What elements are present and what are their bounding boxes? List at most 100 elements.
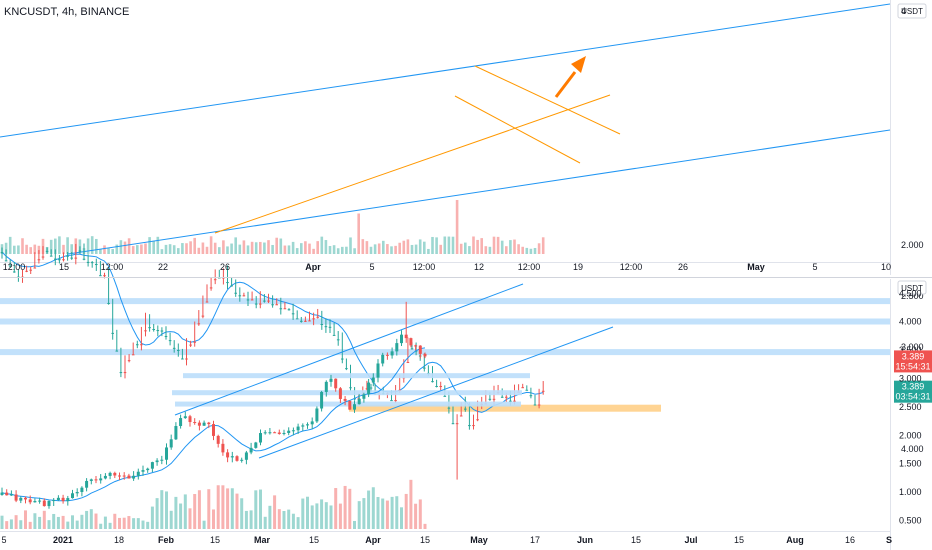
candle-body: [533, 404, 537, 406]
volume-bar: [42, 510, 46, 529]
volume-bar: [33, 513, 37, 529]
volume-bar: [382, 240, 385, 254]
volume-bar: [230, 488, 234, 529]
top-price-pane[interactable]: KNCUSDT, 4h, BINANCE USDT 4 2.0002.5003.…: [0, 0, 932, 480]
candle-body: [447, 407, 451, 409]
candle-body: [13, 271, 16, 273]
candle-body: [414, 345, 418, 347]
volume-bar: [300, 243, 303, 254]
candle-body: [207, 422, 211, 425]
candle-body: [410, 348, 414, 350]
volume-bar: [316, 241, 319, 254]
candle-body: [259, 433, 262, 443]
top-price-tick-cut: 4: [901, 6, 906, 16]
candle-body: [329, 378, 333, 382]
candle-body: [212, 424, 215, 436]
candle-body: [500, 396, 504, 398]
bottom-time-tick: 17: [530, 535, 540, 545]
volume-bar: [131, 246, 135, 254]
volume-bar: [146, 521, 150, 529]
volume-bar: [0, 515, 4, 529]
candle-body: [287, 430, 291, 433]
volume-bar: [183, 494, 187, 529]
volume-bar: [488, 246, 492, 254]
candle-body: [371, 377, 375, 383]
flag-lower-line: [454, 95, 581, 164]
candle-body: [160, 459, 164, 461]
candle-body: [324, 326, 328, 328]
bottom-price-pane[interactable]: USDT 0.5001.0001.5002.0002.5003.0003.500…: [0, 279, 932, 550]
candle-body: [320, 391, 324, 409]
volume-bar: [66, 237, 69, 254]
volume-bar: [29, 247, 32, 254]
candle-body: [99, 478, 103, 481]
top-currency-badge[interactable]: [897, 3, 927, 19]
top-time-tick: 5: [369, 262, 374, 272]
support-zone: [0, 318, 890, 325]
volume-bar: [304, 241, 307, 254]
candle-body: [312, 318, 315, 320]
volume-bar: [234, 237, 237, 254]
volume-bar: [197, 247, 201, 254]
volume-bar: [115, 244, 119, 254]
candle-body: [49, 255, 53, 257]
flag-upper-line: [474, 65, 621, 135]
volume-bar: [242, 240, 246, 254]
candle-body: [24, 497, 27, 500]
volume-bar: [70, 244, 73, 254]
candle-body: [488, 398, 492, 400]
volume-bar: [235, 493, 239, 529]
candle-body: [353, 404, 356, 410]
candle-body: [78, 250, 82, 252]
candle-body: [41, 256, 45, 258]
candle-body: [45, 250, 49, 252]
candle-body: [423, 353, 427, 357]
volume-bar: [306, 496, 309, 529]
support-zone: [183, 373, 530, 379]
volume-bar: [373, 244, 377, 254]
candle-body: [66, 255, 69, 257]
volume-bar: [296, 517, 300, 529]
volume-bar: [13, 245, 16, 254]
volume-bar: [85, 510, 89, 529]
top-price-tick: 3.000: [901, 342, 924, 352]
top-time-tick: Apr: [305, 262, 321, 272]
candle-body: [80, 487, 84, 492]
candle-body: [85, 480, 89, 488]
volume-bar: [86, 238, 90, 254]
volume-bar: [160, 490, 164, 529]
volume-bar: [168, 244, 172, 254]
top-time-tick: 12:00: [620, 262, 643, 272]
volume-bar: [324, 502, 328, 529]
candle-body: [103, 475, 107, 479]
volume-bar: [25, 244, 28, 254]
volume-bar: [103, 516, 107, 529]
volume-bar: [37, 245, 41, 254]
candle-body: [52, 500, 56, 502]
bottom-currency-badge[interactable]: [897, 280, 927, 295]
bottom-time-tick: S: [886, 535, 892, 545]
volume-bar: [472, 236, 475, 254]
candle-body: [334, 378, 338, 389]
candle-body: [316, 316, 319, 318]
volume-bar: [213, 242, 217, 254]
volume-bar: [250, 241, 254, 254]
volume-bar: [107, 248, 110, 254]
volume-bar: [95, 238, 98, 254]
candle-body: [8, 265, 12, 267]
resistance-zone: [349, 404, 661, 412]
volume-bar: [455, 200, 459, 254]
breakout-arrow-head: [571, 56, 586, 73]
top-time-tick: 22: [158, 262, 168, 272]
candle-body: [263, 300, 266, 302]
candle-body: [394, 400, 397, 402]
candle-body: [122, 475, 126, 477]
candle-body: [174, 426, 178, 440]
candle-body: [464, 408, 467, 410]
candle-body: [250, 299, 254, 301]
candle-body: [152, 329, 155, 331]
candle-body: [390, 351, 394, 356]
candle-body: [179, 418, 183, 427]
